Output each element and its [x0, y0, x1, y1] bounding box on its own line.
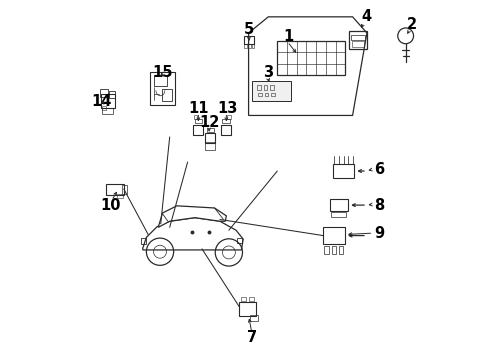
Bar	[242, 297, 246, 301]
Bar	[333, 164, 354, 178]
Bar	[324, 246, 329, 253]
Bar	[195, 119, 202, 123]
Bar	[252, 81, 291, 102]
Text: 6: 6	[374, 162, 385, 177]
Bar	[245, 36, 254, 44]
Bar	[258, 93, 262, 96]
Text: 8: 8	[374, 198, 385, 213]
Bar	[237, 238, 243, 243]
Bar	[117, 194, 123, 198]
Polygon shape	[248, 17, 367, 116]
Text: 11: 11	[188, 101, 209, 116]
Bar	[351, 35, 365, 40]
Text: 15: 15	[152, 65, 173, 80]
Bar	[248, 44, 250, 48]
Bar	[323, 227, 345, 244]
Text: 4: 4	[362, 9, 372, 24]
Polygon shape	[143, 218, 243, 250]
Bar	[265, 93, 269, 96]
Bar	[252, 44, 254, 48]
Bar	[101, 94, 115, 108]
Polygon shape	[158, 206, 226, 227]
Text: 7: 7	[247, 330, 257, 345]
Bar	[277, 41, 345, 75]
Bar	[339, 246, 343, 253]
Bar	[141, 238, 147, 244]
Bar	[257, 85, 261, 90]
Bar	[239, 302, 256, 316]
Bar	[100, 89, 108, 97]
Bar	[109, 91, 115, 98]
Bar	[352, 41, 364, 47]
Text: 9: 9	[374, 226, 385, 241]
Bar	[332, 246, 336, 253]
Text: 5: 5	[244, 22, 254, 37]
Text: 12: 12	[199, 115, 220, 130]
Bar	[227, 115, 231, 119]
Bar	[207, 128, 214, 132]
Bar	[222, 119, 230, 123]
Bar	[154, 75, 167, 86]
Bar	[194, 115, 197, 119]
Bar	[106, 184, 124, 195]
Bar	[102, 106, 105, 111]
Bar	[249, 297, 254, 301]
Bar	[102, 108, 113, 114]
Bar	[330, 199, 348, 211]
Bar	[122, 185, 126, 194]
Bar	[270, 85, 274, 90]
Bar	[150, 72, 175, 105]
Text: 13: 13	[217, 101, 237, 116]
Bar	[194, 125, 203, 135]
Bar	[271, 93, 275, 96]
Text: 14: 14	[91, 94, 112, 109]
Bar	[221, 125, 231, 135]
Text: 2: 2	[407, 17, 417, 32]
Bar	[205, 133, 215, 143]
Bar	[264, 85, 267, 90]
Text: 1: 1	[283, 29, 293, 44]
Bar	[162, 89, 172, 101]
Text: 10: 10	[100, 198, 121, 213]
Bar	[205, 142, 215, 150]
Bar	[250, 315, 258, 320]
Bar	[245, 44, 247, 48]
Text: 3: 3	[263, 65, 273, 80]
Bar	[331, 212, 346, 217]
Bar	[349, 31, 367, 49]
